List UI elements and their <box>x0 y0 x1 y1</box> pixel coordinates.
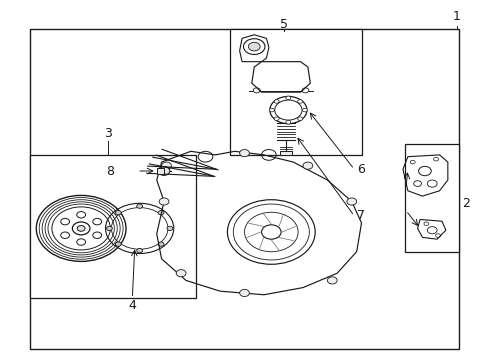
Circle shape <box>346 198 356 205</box>
Circle shape <box>93 232 102 238</box>
Circle shape <box>176 270 185 277</box>
Bar <box>30 30 458 348</box>
Text: 6: 6 <box>356 163 364 176</box>
Circle shape <box>413 181 421 186</box>
Circle shape <box>77 212 85 218</box>
Circle shape <box>302 88 308 93</box>
Circle shape <box>418 166 430 176</box>
Circle shape <box>327 277 336 284</box>
Circle shape <box>115 211 121 215</box>
Circle shape <box>158 242 163 246</box>
Circle shape <box>274 117 279 121</box>
Circle shape <box>159 198 168 205</box>
Text: 3: 3 <box>104 127 112 140</box>
Circle shape <box>285 96 290 100</box>
Bar <box>157 168 163 174</box>
Circle shape <box>158 167 169 175</box>
Bar <box>30 155 195 298</box>
Circle shape <box>297 100 302 103</box>
Circle shape <box>303 162 312 169</box>
Circle shape <box>166 226 172 230</box>
Circle shape <box>77 226 85 231</box>
Circle shape <box>61 219 69 225</box>
Circle shape <box>248 42 260 51</box>
Circle shape <box>243 39 264 54</box>
Text: 1: 1 <box>452 10 460 23</box>
Circle shape <box>297 117 302 121</box>
Circle shape <box>115 242 121 246</box>
Circle shape <box>427 226 436 234</box>
Bar <box>229 30 361 155</box>
Circle shape <box>409 160 414 164</box>
Circle shape <box>137 204 142 208</box>
Bar <box>280 151 291 154</box>
Circle shape <box>239 149 249 157</box>
Circle shape <box>253 88 260 93</box>
Circle shape <box>239 289 249 297</box>
Circle shape <box>61 232 69 238</box>
Bar <box>405 144 458 252</box>
Circle shape <box>269 108 274 112</box>
Circle shape <box>106 226 112 230</box>
Circle shape <box>93 219 102 225</box>
Text: 5: 5 <box>279 18 287 31</box>
Text: 4: 4 <box>128 299 136 312</box>
Circle shape <box>433 157 438 161</box>
Circle shape <box>427 180 436 187</box>
Text: 8: 8 <box>106 165 114 177</box>
Circle shape <box>302 108 307 112</box>
Circle shape <box>435 234 440 237</box>
Circle shape <box>274 100 279 103</box>
Circle shape <box>77 239 85 245</box>
Circle shape <box>423 222 428 226</box>
Text: 7: 7 <box>356 210 364 222</box>
Circle shape <box>285 121 290 124</box>
Circle shape <box>137 248 142 253</box>
Circle shape <box>158 211 163 215</box>
Text: 2: 2 <box>462 197 469 210</box>
Circle shape <box>161 162 171 169</box>
